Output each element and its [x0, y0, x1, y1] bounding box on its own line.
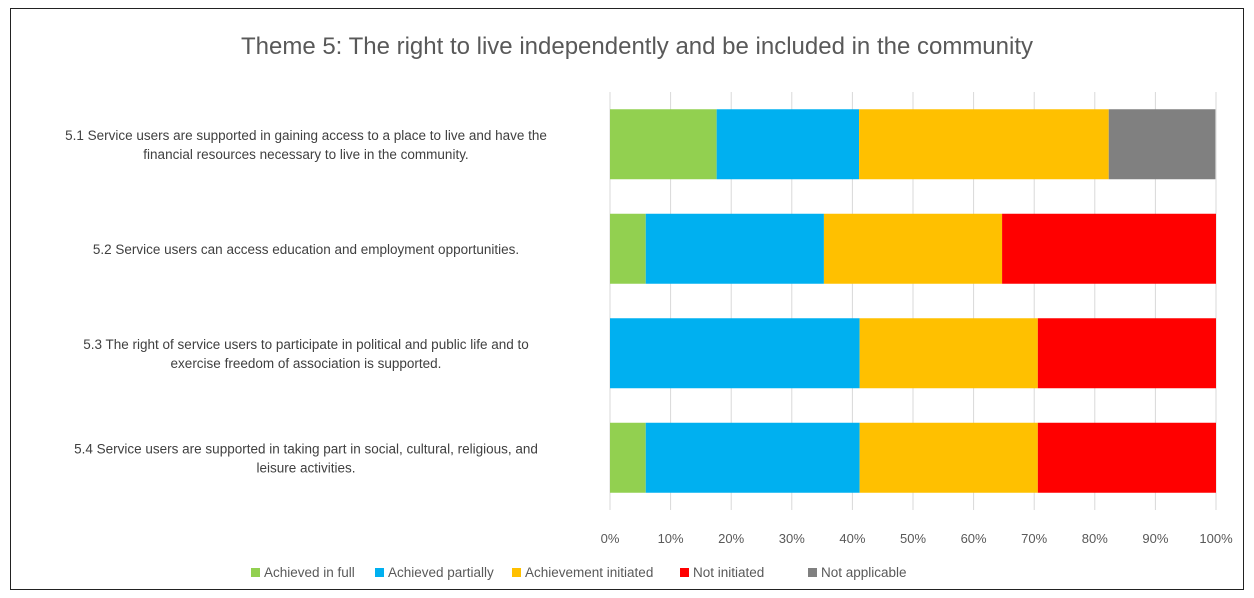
x-tick-label: 0%: [601, 531, 620, 546]
bar-segment: [859, 318, 1038, 389]
x-tick-label: 100%: [1199, 531, 1233, 546]
x-tick-label: 80%: [1082, 531, 1108, 546]
bar-segment: [1037, 318, 1216, 389]
legend-label: Achieved in full: [264, 565, 355, 580]
category-label-line: exercise freedom of association is suppo…: [171, 356, 442, 371]
bar-segment: [716, 109, 860, 180]
category-label-line: 5.2 Service users can access education a…: [93, 242, 519, 257]
legend: Achieved in full Achieved partially Achiev…: [251, 565, 907, 580]
category-label: 5.3 The right of service users to partic…: [83, 337, 529, 371]
category-label-line: 5.1 Service users are supported in gaini…: [65, 128, 547, 143]
bar-segment: [610, 213, 646, 284]
x-tick-label: 10%: [658, 531, 684, 546]
legend-swatch: [375, 568, 384, 577]
legend-label: Achievement initiated: [525, 565, 653, 580]
legend-swatch: [251, 568, 260, 577]
bar-segment: [859, 422, 1038, 493]
legend-swatch: [512, 568, 521, 577]
x-tick-label: 50%: [900, 531, 926, 546]
x-tick-label: 20%: [718, 531, 744, 546]
chart-frame: [10, 8, 1244, 590]
x-axis-ticks: 0% 10% 20% 30% 40% 50% 60% 70% 80% 90% 100%: [601, 531, 1233, 546]
bar-segment: [823, 213, 1003, 284]
category-label: 5.1 Service users are supported in gaini…: [65, 128, 547, 162]
bar-segment: [1037, 422, 1216, 493]
category-labels: 5.1 Service users are supported in gaini…: [65, 128, 547, 476]
legend-label: Not initiated: [693, 565, 764, 580]
bars: [610, 109, 1216, 493]
bar-segment: [610, 109, 717, 180]
bar-segment: [1002, 213, 1216, 284]
x-tick-label: 60%: [961, 531, 987, 546]
chart-title: Theme 5: The right to live independently…: [241, 33, 1033, 60]
x-tick-label: 30%: [779, 531, 805, 546]
category-label: 5.4 Service users are supported in takin…: [74, 441, 538, 475]
bar-segment: [1108, 109, 1216, 180]
legend-swatch: [680, 568, 689, 577]
bar-segment: [859, 109, 1109, 180]
bar-segment: [645, 422, 860, 493]
legend-label: Achieved partially: [388, 565, 494, 580]
category-label: 5.2 Service users can access education a…: [93, 242, 519, 257]
x-tick-label: 90%: [1142, 531, 1168, 546]
x-tick-label: 40%: [839, 531, 865, 546]
x-tick-label: 70%: [1021, 531, 1047, 546]
bar-segment: [645, 213, 824, 284]
bar-segment: [610, 318, 860, 389]
category-label-line: leisure activities.: [256, 460, 355, 475]
bar-segment: [610, 422, 646, 493]
legend-label: Not applicable: [821, 565, 907, 580]
category-label-line: 5.4 Service users are supported in takin…: [74, 441, 538, 456]
legend-swatch: [808, 568, 817, 577]
category-label-line: financial resources necessary to live in…: [143, 147, 468, 162]
category-label-line: 5.3 The right of service users to partic…: [83, 337, 529, 352]
